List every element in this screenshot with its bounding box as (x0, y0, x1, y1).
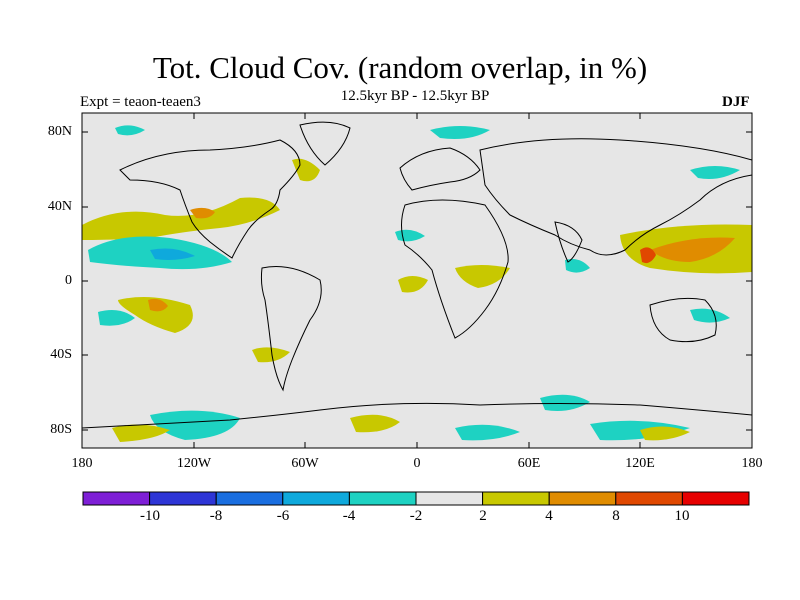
colorbar-swatch (615, 491, 683, 506)
colorbar-swatch (215, 491, 284, 506)
lon-label-120w: 120W (176, 456, 212, 471)
colorbar-label: 10 (674, 508, 690, 524)
colorbar-swatch (348, 491, 417, 506)
lat-label-40s: 40S (50, 347, 72, 362)
region-s-pacific-negative (98, 310, 135, 326)
region-ne-asia-negative (690, 166, 740, 179)
lat-label-40n: 40N (47, 199, 72, 214)
lon-label-120e: 120E (625, 456, 655, 471)
colorbar-label: 2 (479, 508, 487, 524)
region-southern-ocean-negative-4 (590, 420, 690, 441)
colorbar-swatch (482, 491, 550, 506)
region-s-pacific-positive (118, 296, 193, 333)
coast-asia (479, 138, 752, 256)
coast-antarctica (82, 402, 752, 429)
map-title: Tot. Cloud Cov. (random overlap, in %) (152, 50, 648, 85)
region-indian-ocean-negative (565, 259, 590, 273)
region-n-pacific-positive (82, 197, 280, 240)
coastlines (82, 121, 752, 429)
region-w-pacific-negative (690, 308, 730, 323)
region-southern-ocean-negative-3 (455, 424, 520, 441)
axis-ticks (82, 113, 752, 448)
region-east-africa-positive (455, 265, 510, 288)
season-label: DJF (722, 94, 750, 110)
region-southern-ocean-negative-2 (540, 394, 590, 411)
colorbar-swatch (548, 491, 617, 506)
region-w-pacific-core (650, 237, 735, 262)
lon-label-180w: 180 (71, 456, 93, 471)
map-subtitle: 12.5kyr BP - 12.5kyr BP (340, 88, 490, 104)
colorbar-label: -2 (409, 508, 423, 524)
region-california-positive (190, 207, 215, 219)
colorbar-label: 4 (545, 508, 553, 524)
region-southern-ocean-positive (112, 424, 170, 442)
coast-australia (649, 297, 717, 343)
colorbar-label: -8 (209, 508, 223, 524)
region-n-atlantic-positive (292, 158, 320, 182)
lon-label-0: 0 (413, 456, 421, 471)
coast-north-america (119, 139, 301, 259)
colorbar-swatch (415, 491, 484, 506)
lon-label-180e: 180 (741, 456, 763, 471)
colorbar-label: -6 (276, 508, 290, 524)
lat-label-80n: 80N (47, 124, 72, 139)
colorbar-swatch (282, 491, 350, 506)
colorbar-label: -10 (140, 508, 160, 524)
coast-south-america (260, 266, 322, 392)
region-southern-ocean-positive-2 (350, 414, 400, 433)
coast-africa (401, 199, 509, 339)
coast-india (554, 221, 583, 263)
coast-europe (399, 147, 481, 191)
coast-greenland (299, 121, 351, 166)
colorbar-label: -4 (342, 508, 356, 524)
region-arctic-negative-2 (430, 126, 490, 139)
region-philippines-positive (640, 247, 656, 264)
colorbar-swatch (82, 491, 151, 506)
colorbar-label: 8 (612, 508, 620, 524)
region-s-atlantic-positive (398, 276, 428, 293)
anomaly-fields (82, 125, 752, 442)
lat-label-80s: 80S (50, 422, 72, 437)
experiment-label: Expt = teaon-teaen3 (80, 94, 201, 110)
lon-label-60e: 60E (517, 456, 541, 471)
region-arctic-negative (115, 125, 145, 136)
lat-label-0: 0 (65, 273, 72, 288)
lon-label-60w: 60W (291, 456, 319, 471)
region-tropical-pacific-core (150, 248, 195, 260)
colorbar-swatch (681, 491, 750, 506)
colorbar (82, 491, 750, 506)
region-s-pacific-core (148, 298, 168, 312)
region-s-america-positive (252, 347, 290, 363)
region-southern-ocean-negative (150, 410, 240, 440)
colorbar-swatch (149, 491, 217, 506)
region-southern-ocean-positive-3 (640, 426, 690, 441)
